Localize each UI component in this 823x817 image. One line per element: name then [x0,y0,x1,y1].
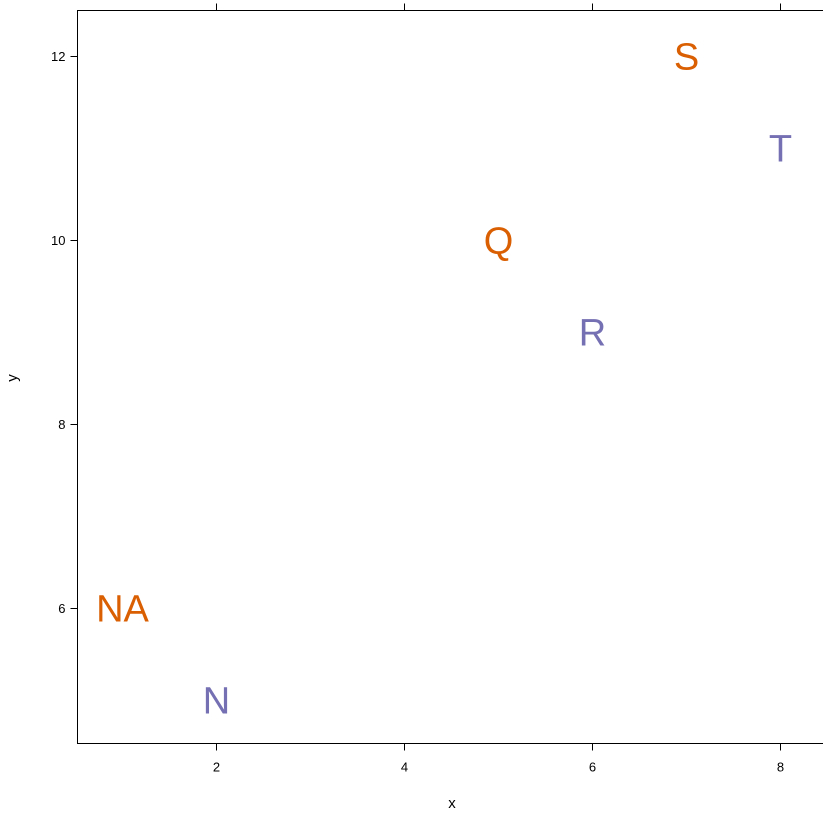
point-label-n: N [203,681,230,723]
x-tick-label: 6 [589,760,596,775]
y-tick-label: 10 [51,233,65,248]
point-labels: NA N Q R S T [96,37,792,723]
x-tick-label: 8 [777,760,784,775]
x-tick-label: 4 [401,760,408,775]
x-axis: 2 4 6 8 [213,3,784,775]
y-tick-label: 6 [58,601,65,616]
y-axis: 6 8 10 12 [51,49,78,616]
point-label-na: NA [96,589,149,631]
plot-frame [77,10,823,744]
y-axis-label: y [4,374,21,382]
x-tick-label: 2 [213,760,220,775]
point-label-r: R [579,313,606,355]
point-label-q: Q [484,221,514,263]
x-axis-label: x [448,795,456,812]
y-tick-label: 8 [58,417,65,432]
point-label-t: T [769,129,792,171]
point-label-s: S [674,37,699,79]
y-tick-label: 12 [51,49,65,64]
